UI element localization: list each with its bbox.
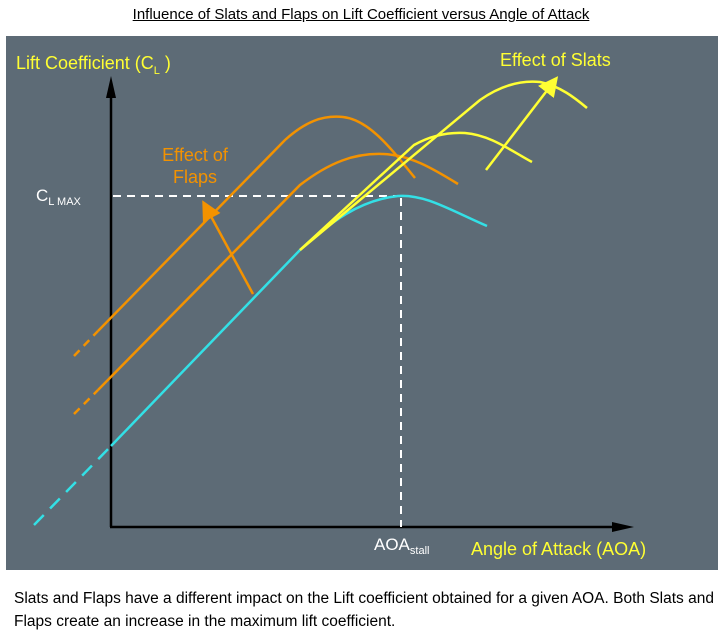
slats-lift-curve-1 [299, 131, 533, 251]
caption: Slats and Flaps have a different impact … [14, 590, 714, 630]
slats-lift-curve-2 [299, 80, 588, 251]
flaps-lift-curve-2 [97, 115, 416, 332]
x-axis-label: Angle of Attack (AOA) [471, 539, 646, 559]
basic-curve-dashed-extension [33, 445, 112, 526]
x-axis-arrowhead [612, 522, 634, 532]
y-axis-label: Lift Coefficient (CL ) [16, 53, 171, 77]
y-axis-arrowhead [106, 76, 116, 98]
flaps-label-line1: Effect of [162, 145, 229, 165]
slats-label: Effect of Slats [500, 50, 611, 70]
flaps-effect-arrow [202, 200, 255, 295]
flaps-lift-curve-1 [97, 152, 459, 391]
flaps-curve-1-dashed-extension [73, 389, 99, 415]
cl-max-label: CL MAX [36, 186, 82, 208]
aoa-stall-label: AOAstall [374, 535, 429, 557]
flaps-label-line2: Flaps [173, 167, 217, 187]
page-title: Influence of Slats and Flaps on Lift Coe… [132, 6, 590, 23]
slats-effect-arrow [485, 76, 559, 171]
flaps-curve-2-dashed-extension [73, 330, 99, 357]
